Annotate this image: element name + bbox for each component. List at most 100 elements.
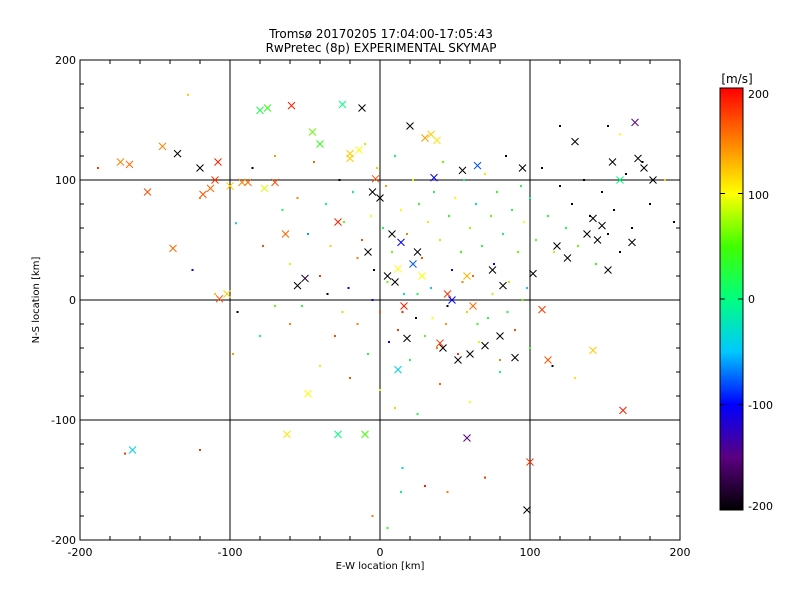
dot-marker xyxy=(499,371,501,373)
cross-marker xyxy=(158,142,167,151)
colorbar-tick-label: -200 xyxy=(748,500,773,513)
dot-marker xyxy=(502,233,504,235)
cross-marker xyxy=(523,506,531,514)
dot-marker xyxy=(409,359,411,361)
dot-marker xyxy=(541,167,543,169)
dot-marker xyxy=(281,209,284,211)
dot-marker xyxy=(551,365,554,367)
cross-marker xyxy=(418,272,426,280)
cross-marker xyxy=(430,173,438,182)
dot-marker xyxy=(343,221,345,223)
dot-marker xyxy=(427,221,429,223)
cross-marker xyxy=(463,434,471,442)
cross-marker xyxy=(281,230,290,238)
dot-marker xyxy=(187,93,189,96)
dot-marker xyxy=(424,485,426,487)
cross-marker xyxy=(571,137,579,146)
dot-marker xyxy=(191,269,194,271)
dot-marker xyxy=(341,311,344,313)
dot-marker xyxy=(371,515,374,517)
y-tick-label: 100 xyxy=(55,174,76,187)
cross-marker xyxy=(361,430,369,439)
dot-marker xyxy=(574,377,576,379)
cross-marker xyxy=(454,356,462,364)
cross-marker xyxy=(406,122,414,130)
cross-marker xyxy=(427,130,435,139)
dot-marker xyxy=(529,197,531,199)
cross-marker xyxy=(553,242,561,250)
cross-marker xyxy=(409,260,417,268)
dot-marker xyxy=(124,452,126,455)
colorbar-tick-label: 200 xyxy=(748,88,769,101)
cross-marker xyxy=(458,166,467,175)
cross-marker xyxy=(518,164,527,172)
cross-marker xyxy=(589,346,597,355)
dot-marker xyxy=(338,179,341,181)
dot-marker xyxy=(625,173,627,175)
cross-marker xyxy=(358,104,366,112)
cross-marker xyxy=(211,176,219,184)
dot-marker xyxy=(199,449,201,451)
dot-marker xyxy=(214,293,216,295)
dot-marker xyxy=(307,233,309,235)
cross-marker xyxy=(287,101,296,110)
cross-marker xyxy=(631,118,639,127)
dot-marker xyxy=(478,341,480,343)
cross-marker xyxy=(355,146,363,154)
dot-marker xyxy=(325,203,327,205)
cross-marker xyxy=(544,356,552,364)
dot-marker xyxy=(484,476,486,479)
dot-marker xyxy=(526,287,528,289)
dot-marker xyxy=(445,323,447,325)
dot-marker xyxy=(319,365,321,367)
x-tick-label: -100 xyxy=(218,546,243,559)
dot-marker xyxy=(475,203,477,205)
dot-marker xyxy=(313,161,315,163)
y-tick-label: -200 xyxy=(51,534,76,547)
cross-marker xyxy=(169,244,177,253)
cross-marker xyxy=(334,430,342,439)
dot-marker xyxy=(289,263,291,265)
dot-marker xyxy=(619,133,621,136)
cross-marker xyxy=(466,350,474,358)
dot-marker xyxy=(406,233,408,235)
dot-marker xyxy=(394,155,396,157)
cross-marker xyxy=(391,278,399,286)
cross-marker xyxy=(499,281,507,290)
dot-marker xyxy=(446,491,449,493)
colorbar-tick-label: -100 xyxy=(748,399,773,412)
cross-marker xyxy=(308,128,317,136)
cross-marker xyxy=(316,140,324,148)
dot-marker xyxy=(451,269,453,271)
cross-marker xyxy=(604,266,612,274)
cross-marker xyxy=(640,164,648,172)
dot-marker xyxy=(296,197,299,199)
dot-marker xyxy=(535,239,537,241)
data-points xyxy=(97,93,675,529)
dot-marker xyxy=(547,215,549,217)
dot-marker xyxy=(521,299,524,301)
dot-marker xyxy=(565,227,567,229)
dot-marker xyxy=(334,335,336,337)
dot-marker xyxy=(394,407,396,409)
dot-marker xyxy=(388,341,390,343)
cross-marker xyxy=(538,305,546,314)
dot-marker xyxy=(469,401,471,403)
cross-marker xyxy=(511,353,519,362)
cross-marker xyxy=(448,296,456,304)
cross-marker xyxy=(563,254,572,262)
dot-marker xyxy=(421,257,423,259)
cross-marker xyxy=(263,104,272,112)
dot-marker xyxy=(619,251,621,253)
x-axis-label: E-W location [km] xyxy=(336,561,425,572)
cross-marker xyxy=(649,176,657,184)
dot-marker xyxy=(553,251,555,253)
dot-marker xyxy=(529,347,531,349)
axis-ticks xyxy=(79,59,681,541)
dot-marker xyxy=(400,209,402,211)
dot-marker xyxy=(416,413,419,415)
dot-marker xyxy=(391,251,393,253)
dot-marker xyxy=(466,311,468,313)
dot-marker xyxy=(523,221,525,223)
dot-marker xyxy=(361,239,363,241)
